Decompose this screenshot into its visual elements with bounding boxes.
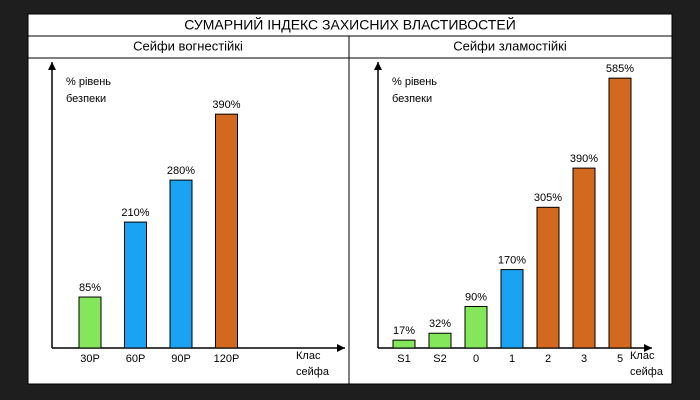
bar [215, 113, 238, 349]
bar [124, 221, 147, 349]
x-tick-label: 2 [545, 353, 551, 365]
x-tick-label: 120P [214, 353, 240, 365]
x-tick-label: 90P [171, 353, 191, 365]
value-label: 390% [212, 99, 240, 111]
value-label: 280% [167, 165, 195, 177]
bar [500, 269, 524, 349]
y-axis-label: % рівень [392, 76, 437, 88]
x-axis-label: Клас [296, 350, 321, 362]
bar [464, 305, 488, 349]
x-tick-label: 30P [80, 353, 100, 365]
bar [536, 206, 560, 349]
x-tick-label: 0 [473, 353, 479, 365]
x-axis-arrow [644, 344, 652, 352]
value-label: 170% [498, 254, 526, 266]
x-tick-label: 1 [509, 353, 515, 365]
x-tick-label: S2 [433, 353, 446, 365]
bar [169, 179, 193, 349]
y-axis-label: безпеки [66, 93, 106, 105]
value-label: 17% [393, 325, 415, 337]
value-label: 85% [79, 282, 101, 294]
y-axis-arrow [48, 62, 56, 70]
y-axis-arrow [374, 62, 382, 70]
value-label: 32% [429, 318, 451, 330]
y-axis-label: % рівень [66, 76, 111, 88]
x-axis-arrow [337, 344, 345, 352]
x-tick-label: 3 [581, 353, 587, 365]
bar [78, 296, 102, 349]
bar [392, 339, 416, 349]
y-axis-label: безпеки [392, 93, 432, 105]
value-label: 90% [465, 291, 487, 303]
x-tick-label: 5 [617, 353, 623, 365]
x-axis-label: Клас [630, 350, 655, 362]
x-axis-label: сейфа [630, 366, 664, 378]
x-axis-label: сейфа [296, 366, 330, 378]
value-label: 390% [570, 153, 598, 165]
bar [428, 332, 452, 349]
bar [608, 77, 632, 349]
chart-title: Сейфи вогнестійкі [133, 38, 243, 53]
x-tick-label: S1 [397, 353, 410, 365]
page-title: СУМАРНИЙ ІНДЕКС ЗАХИСНИХ ВЛАСТИВОСТЕЙ [184, 16, 516, 33]
value-label: 305% [534, 192, 562, 204]
value-label: 585% [606, 63, 634, 75]
bar [572, 167, 596, 349]
value-label: 210% [121, 207, 149, 219]
x-tick-label: 60P [126, 353, 146, 365]
chart-title: Сейфи зламостійкі [453, 38, 567, 53]
